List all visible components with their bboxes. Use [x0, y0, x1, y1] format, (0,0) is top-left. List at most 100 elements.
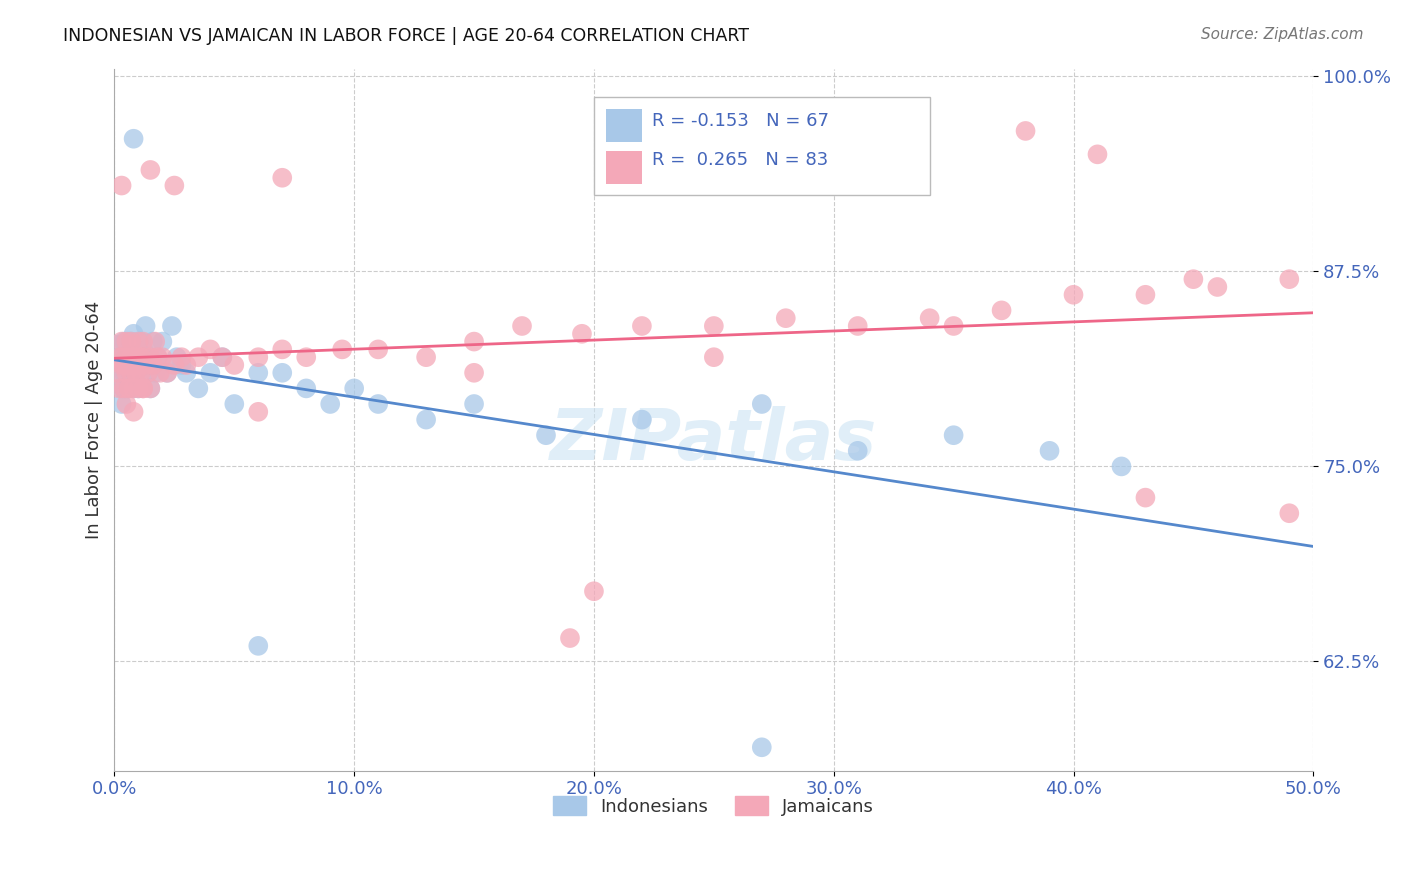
Point	[160, 318, 183, 333]
Point	[115, 350, 138, 364]
Point	[125, 350, 148, 364]
Point	[110, 381, 132, 395]
Point	[319, 397, 342, 411]
Point	[110, 358, 132, 372]
Point	[271, 343, 294, 357]
Point	[110, 178, 132, 193]
Point	[125, 366, 148, 380]
Point	[534, 428, 557, 442]
Point	[115, 381, 138, 395]
Point	[108, 350, 131, 364]
Point	[775, 311, 797, 326]
FancyBboxPatch shape	[606, 109, 643, 142]
Text: Source: ZipAtlas.com: Source: ZipAtlas.com	[1201, 27, 1364, 42]
Point	[146, 350, 169, 364]
Point	[122, 405, 145, 419]
Point	[120, 334, 142, 349]
Text: INDONESIAN VS JAMAICAN IN LABOR FORCE | AGE 20-64 CORRELATION CHART: INDONESIAN VS JAMAICAN IN LABOR FORCE | …	[63, 27, 749, 45]
FancyBboxPatch shape	[606, 151, 643, 185]
Point	[132, 343, 155, 357]
Point	[115, 397, 138, 411]
Point	[132, 381, 155, 395]
Point	[132, 358, 155, 372]
Point	[1087, 147, 1109, 161]
Point	[112, 381, 135, 395]
Point	[1014, 124, 1036, 138]
Point	[132, 334, 155, 349]
Point	[108, 350, 131, 364]
Point	[136, 366, 159, 380]
Point	[295, 381, 318, 395]
Point	[135, 358, 157, 372]
Point	[122, 381, 145, 395]
Point	[135, 350, 157, 364]
Text: ZIPatlas: ZIPatlas	[550, 406, 877, 475]
Point	[143, 334, 166, 349]
Point	[129, 334, 152, 349]
Point	[110, 334, 132, 349]
Point	[343, 381, 366, 395]
Point	[118, 334, 141, 349]
Point	[112, 358, 135, 372]
Point	[1063, 287, 1085, 301]
Point	[942, 318, 965, 333]
Legend: Indonesians, Jamaicans: Indonesians, Jamaicans	[544, 788, 883, 825]
Point	[703, 350, 725, 364]
Point	[170, 350, 193, 364]
Point	[463, 397, 485, 411]
Point	[510, 318, 533, 333]
Point	[846, 318, 869, 333]
Point	[330, 343, 353, 357]
Point	[1135, 287, 1157, 301]
Point	[120, 366, 142, 380]
Point	[112, 334, 135, 349]
Point	[751, 397, 773, 411]
Point	[139, 350, 162, 364]
Point	[125, 366, 148, 380]
Point	[367, 397, 389, 411]
Point	[129, 366, 152, 380]
Point	[271, 170, 294, 185]
Point	[120, 350, 142, 364]
Point	[118, 358, 141, 372]
Point	[166, 350, 188, 364]
Point	[120, 366, 142, 380]
Point	[176, 358, 198, 372]
Point	[918, 311, 941, 326]
Point	[367, 343, 389, 357]
Point	[139, 350, 162, 364]
Point	[211, 350, 233, 364]
Point	[149, 366, 172, 380]
Point	[990, 303, 1012, 318]
Point	[122, 381, 145, 395]
Point	[122, 358, 145, 372]
Point	[224, 358, 246, 372]
Point	[110, 397, 132, 411]
Point	[247, 405, 270, 419]
Text: R =  0.265   N = 83: R = 0.265 N = 83	[651, 152, 828, 169]
Point	[136, 366, 159, 380]
Point	[112, 381, 135, 395]
Point	[142, 358, 165, 372]
Point	[200, 343, 222, 357]
Point	[129, 350, 152, 364]
Point	[271, 366, 294, 380]
Point	[120, 334, 142, 349]
Point	[127, 381, 149, 395]
Point	[129, 350, 152, 364]
Point	[135, 350, 157, 364]
Point	[1111, 459, 1133, 474]
Point	[247, 366, 270, 380]
Point	[631, 412, 654, 426]
Point	[139, 381, 162, 395]
Point	[118, 381, 141, 395]
Point	[120, 350, 142, 364]
Point	[846, 443, 869, 458]
Point	[224, 397, 246, 411]
Point	[247, 350, 270, 364]
FancyBboxPatch shape	[593, 96, 929, 195]
Point	[132, 381, 155, 395]
Point	[211, 350, 233, 364]
Point	[150, 350, 173, 364]
Point	[295, 350, 318, 364]
